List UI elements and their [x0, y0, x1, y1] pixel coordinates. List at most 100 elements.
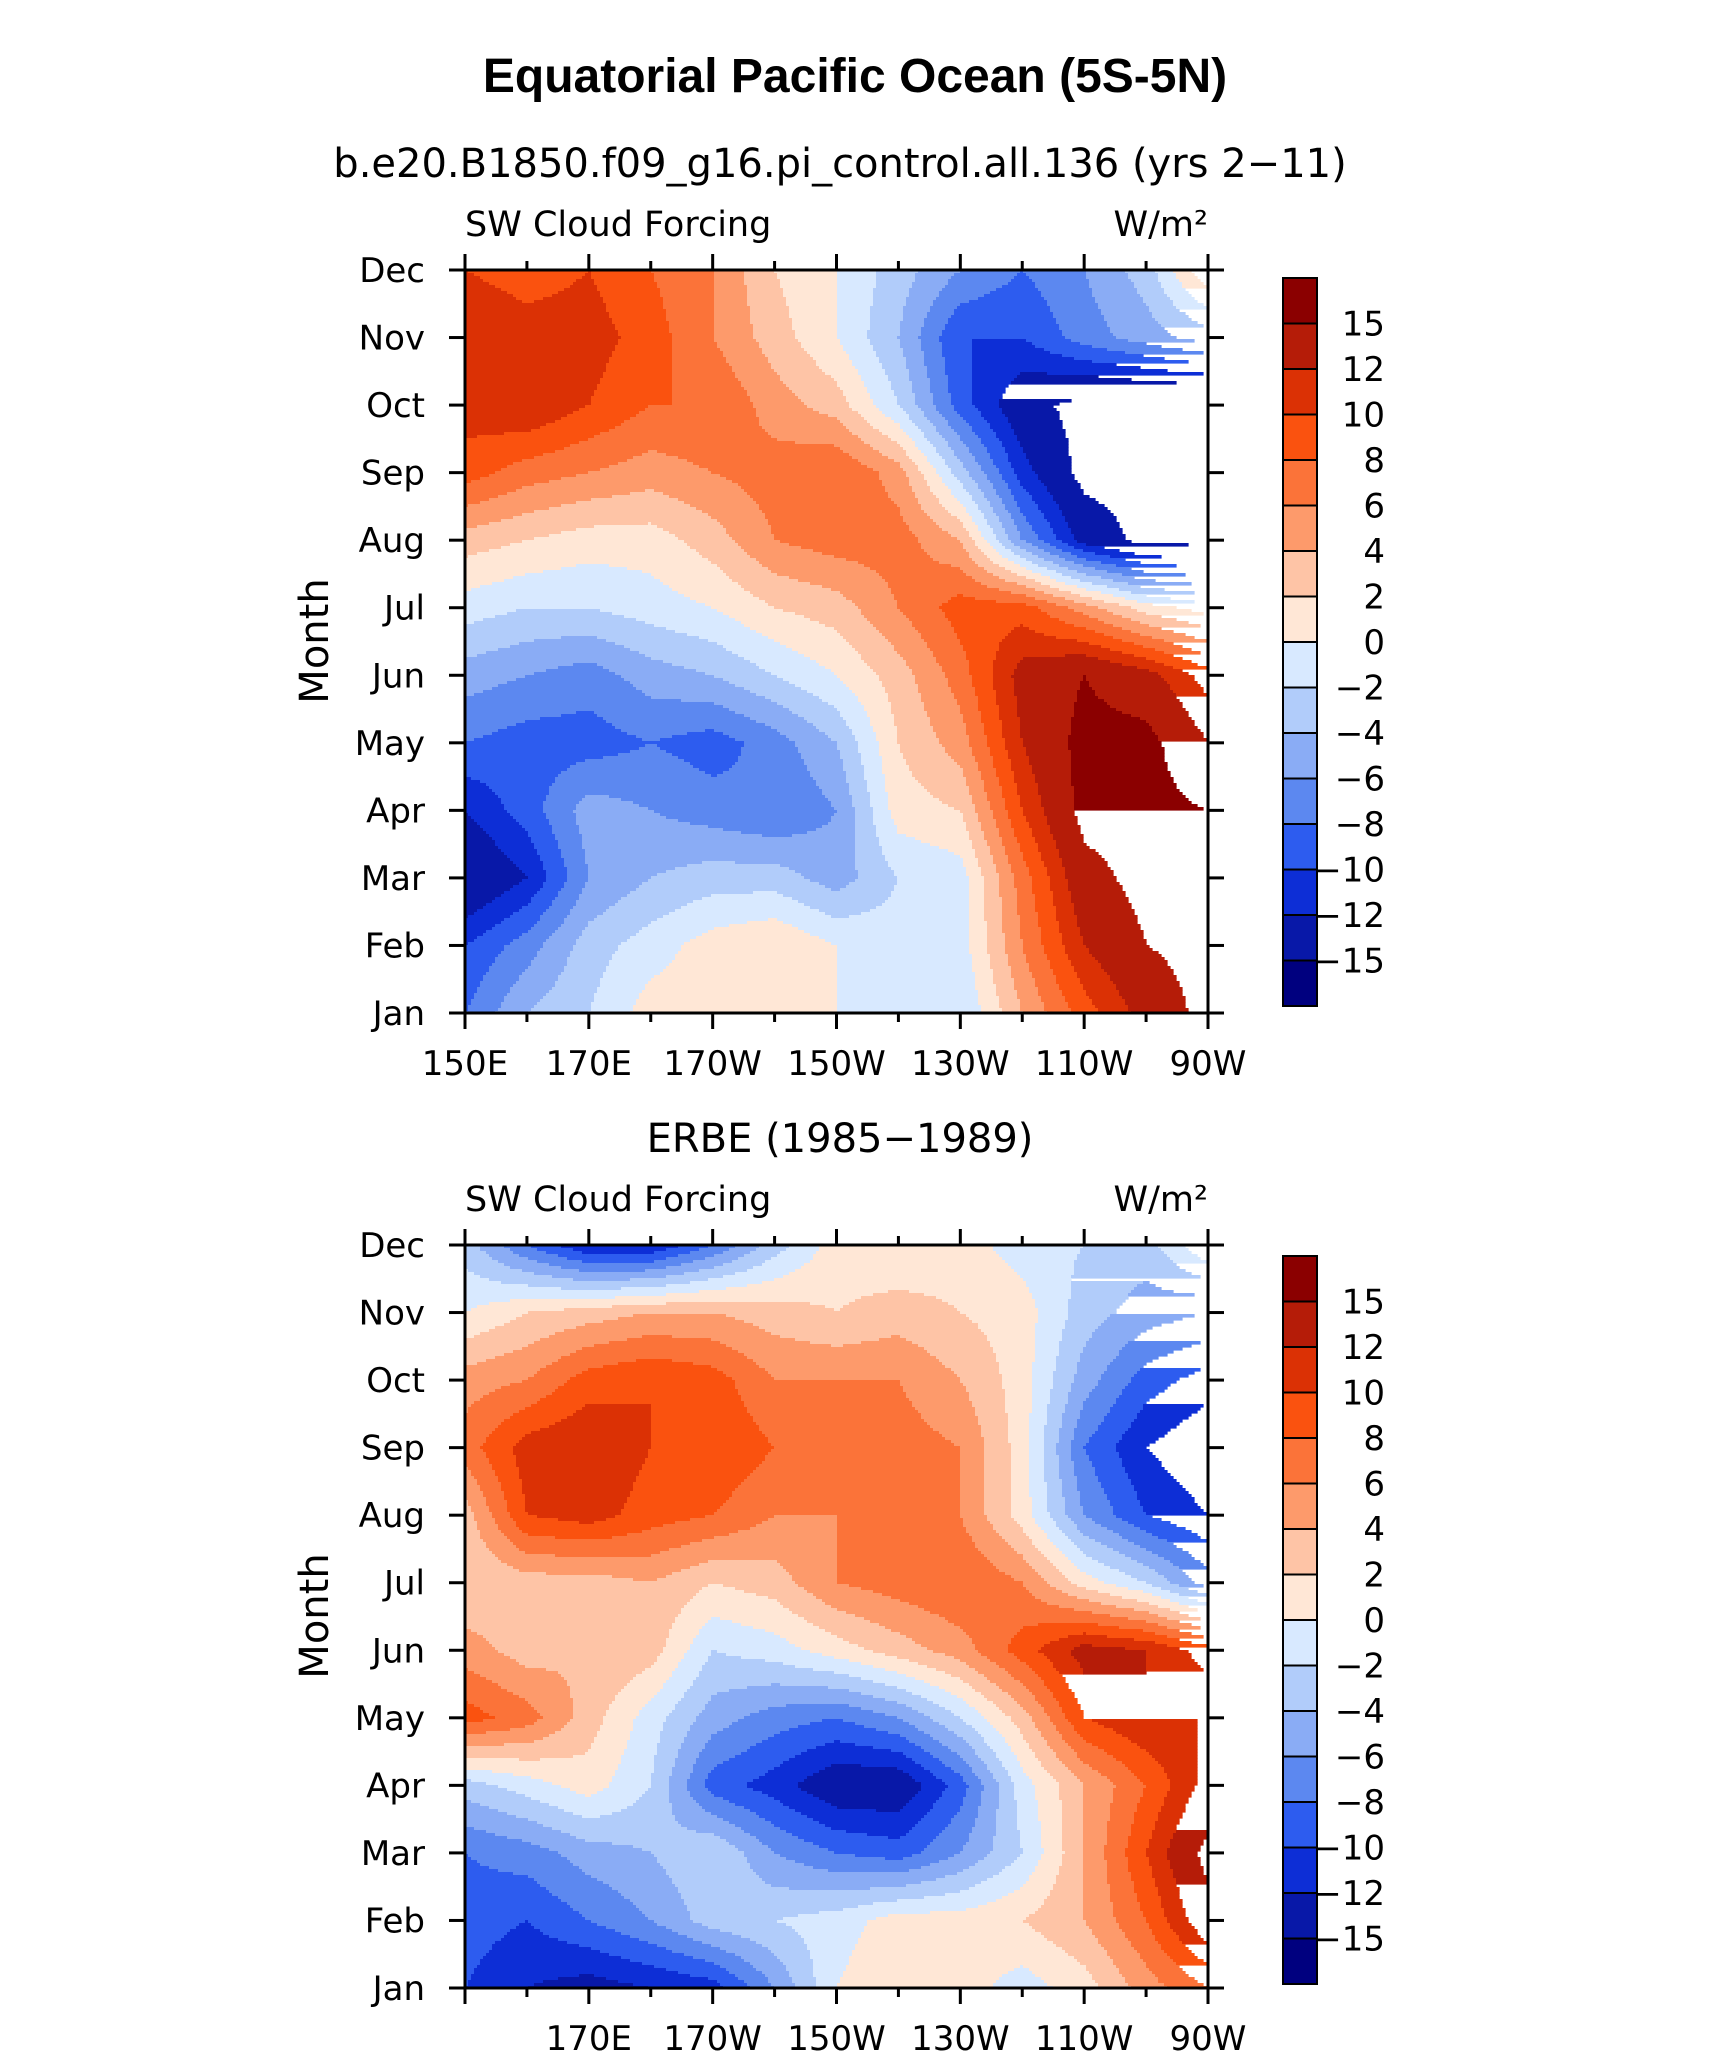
- heatmap-cell: [1098, 618, 1132, 622]
- heatmap-cell: [654, 810, 838, 814]
- heatmap-cell: [987, 522, 1003, 526]
- heatmap-cell: [993, 762, 1012, 766]
- heatmap-cell: [1074, 1374, 1102, 1378]
- heatmap-cell: [651, 1413, 751, 1417]
- heatmap-cell: [873, 297, 907, 301]
- heatmap-cell: [1098, 1428, 1129, 1432]
- heatmap-cell: [1026, 273, 1087, 277]
- heatmap-cell: [840, 420, 868, 424]
- heatmap-cell: [465, 822, 478, 826]
- heatmap-cell: [636, 933, 703, 937]
- heatmap-cell: [900, 744, 943, 748]
- heatmap-cell: [960, 435, 979, 439]
- heatmap-cell: [990, 849, 1006, 853]
- heatmap-cell: [507, 291, 559, 295]
- heatmap-cell: [546, 798, 583, 802]
- heatmap-cell: [987, 933, 1006, 937]
- heatmap-cell: [492, 963, 532, 967]
- heatmap-cell: [951, 1440, 985, 1444]
- heatmap-cell: [1146, 1530, 1192, 1534]
- heatmap-cell: [651, 1440, 769, 1444]
- heatmap-cell: [984, 1467, 1012, 1471]
- heatmap-cell: [672, 345, 718, 349]
- heatmap-cell: [1047, 1485, 1063, 1489]
- heatmap-cell: [876, 906, 970, 910]
- heatmap-cell: [999, 648, 1111, 652]
- heatmap-cell: [903, 657, 937, 661]
- heatmap-cell: [765, 429, 850, 433]
- heatmap-cell: [1134, 1287, 1162, 1291]
- heatmap-cell: [1071, 900, 1129, 904]
- heatmap-cell: [1062, 1479, 1078, 1483]
- heatmap-cell: [1050, 879, 1069, 883]
- heatmap-cell: [672, 366, 733, 370]
- heatmap-cell: [465, 1539, 484, 1543]
- heatmap-cell: [978, 858, 994, 862]
- heatmap-cell: [954, 696, 979, 700]
- heatmap-cell: [837, 315, 871, 319]
- heatmap-cell: [759, 1365, 946, 1369]
- heatmap-cell: [1035, 1359, 1057, 1363]
- heatmap-cell: [1005, 738, 1024, 742]
- heatmap-cell: [1017, 375, 1099, 379]
- heatmap-cell: [975, 810, 994, 814]
- heatmap-cell: [1047, 1533, 1066, 1537]
- heatmap-cell: [942, 333, 1063, 337]
- heatmap-cell: [1128, 1539, 1168, 1543]
- heatmap-cell: [1071, 720, 1147, 724]
- heatmap-cell: [768, 522, 907, 526]
- heatmap-cell: [468, 942, 511, 946]
- heatmap-cell: [606, 966, 667, 970]
- heatmap-cell: [879, 408, 904, 412]
- heatmap-cell: [1020, 804, 1042, 808]
- heatmap-cell: [984, 918, 1003, 922]
- heatmap-cell: [1029, 459, 1072, 463]
- heatmap-cell: [585, 273, 592, 277]
- heatmap-cell: [465, 675, 526, 679]
- heatmap-cell: [1050, 1392, 1069, 1396]
- heatmap-cell: [993, 756, 1009, 760]
- heatmap-cell: [750, 312, 790, 316]
- heatmap-cell: [741, 753, 802, 757]
- heatmap-cell: [495, 1521, 517, 1525]
- heatmap-cell: [1050, 1539, 1072, 1543]
- heatmap-cell: [663, 1524, 757, 1528]
- heatmap-cell: [561, 1356, 748, 1360]
- heatmap-cell: [834, 672, 877, 676]
- heatmap-cell: [465, 984, 481, 988]
- heatmap-cell: [852, 645, 895, 649]
- heatmap-cell: [1068, 1002, 1093, 1006]
- heatmap-cell: [948, 465, 964, 469]
- heatmap-cell: [1002, 498, 1015, 502]
- heatmap-cell: [1065, 945, 1087, 949]
- heatmap-cell: [1056, 1368, 1078, 1372]
- heatmap-cell: [966, 723, 985, 727]
- heatmap-cell: [924, 549, 967, 553]
- heatmap-cell: [972, 684, 994, 688]
- heatmap-cell: [585, 927, 643, 931]
- heatmap-cell: [810, 1341, 862, 1345]
- heatmap-cell: [969, 471, 985, 475]
- heatmap-cell: [981, 510, 994, 514]
- heatmap-cell: [861, 756, 883, 760]
- heatmap-cell: [900, 333, 922, 337]
- heatmap-cell: [492, 687, 637, 691]
- heatmap-cell: [1008, 633, 1045, 637]
- heatmap-cell: [1026, 861, 1045, 865]
- heatmap-cell: [1074, 912, 1135, 916]
- heatmap-cell: [984, 879, 1000, 883]
- heatmap-cell: [1110, 1410, 1141, 1414]
- heatmap-cell: [465, 717, 541, 721]
- heatmap-cell: [465, 495, 499, 499]
- heatmap-cell: [960, 1380, 1003, 1384]
- heatmap-cell: [921, 504, 943, 508]
- heatmap-cell: [642, 738, 661, 742]
- heatmap-cell: [672, 588, 745, 592]
- heatmap-cell: [807, 768, 844, 772]
- heatmap-cell: [1128, 1005, 1186, 1009]
- heatmap-cell: [1005, 480, 1021, 484]
- heatmap-cell: [951, 402, 973, 406]
- heatmap-cell: [930, 792, 970, 796]
- heatmap-cell: [1014, 1269, 1075, 1273]
- heatmap-cell: [882, 681, 916, 685]
